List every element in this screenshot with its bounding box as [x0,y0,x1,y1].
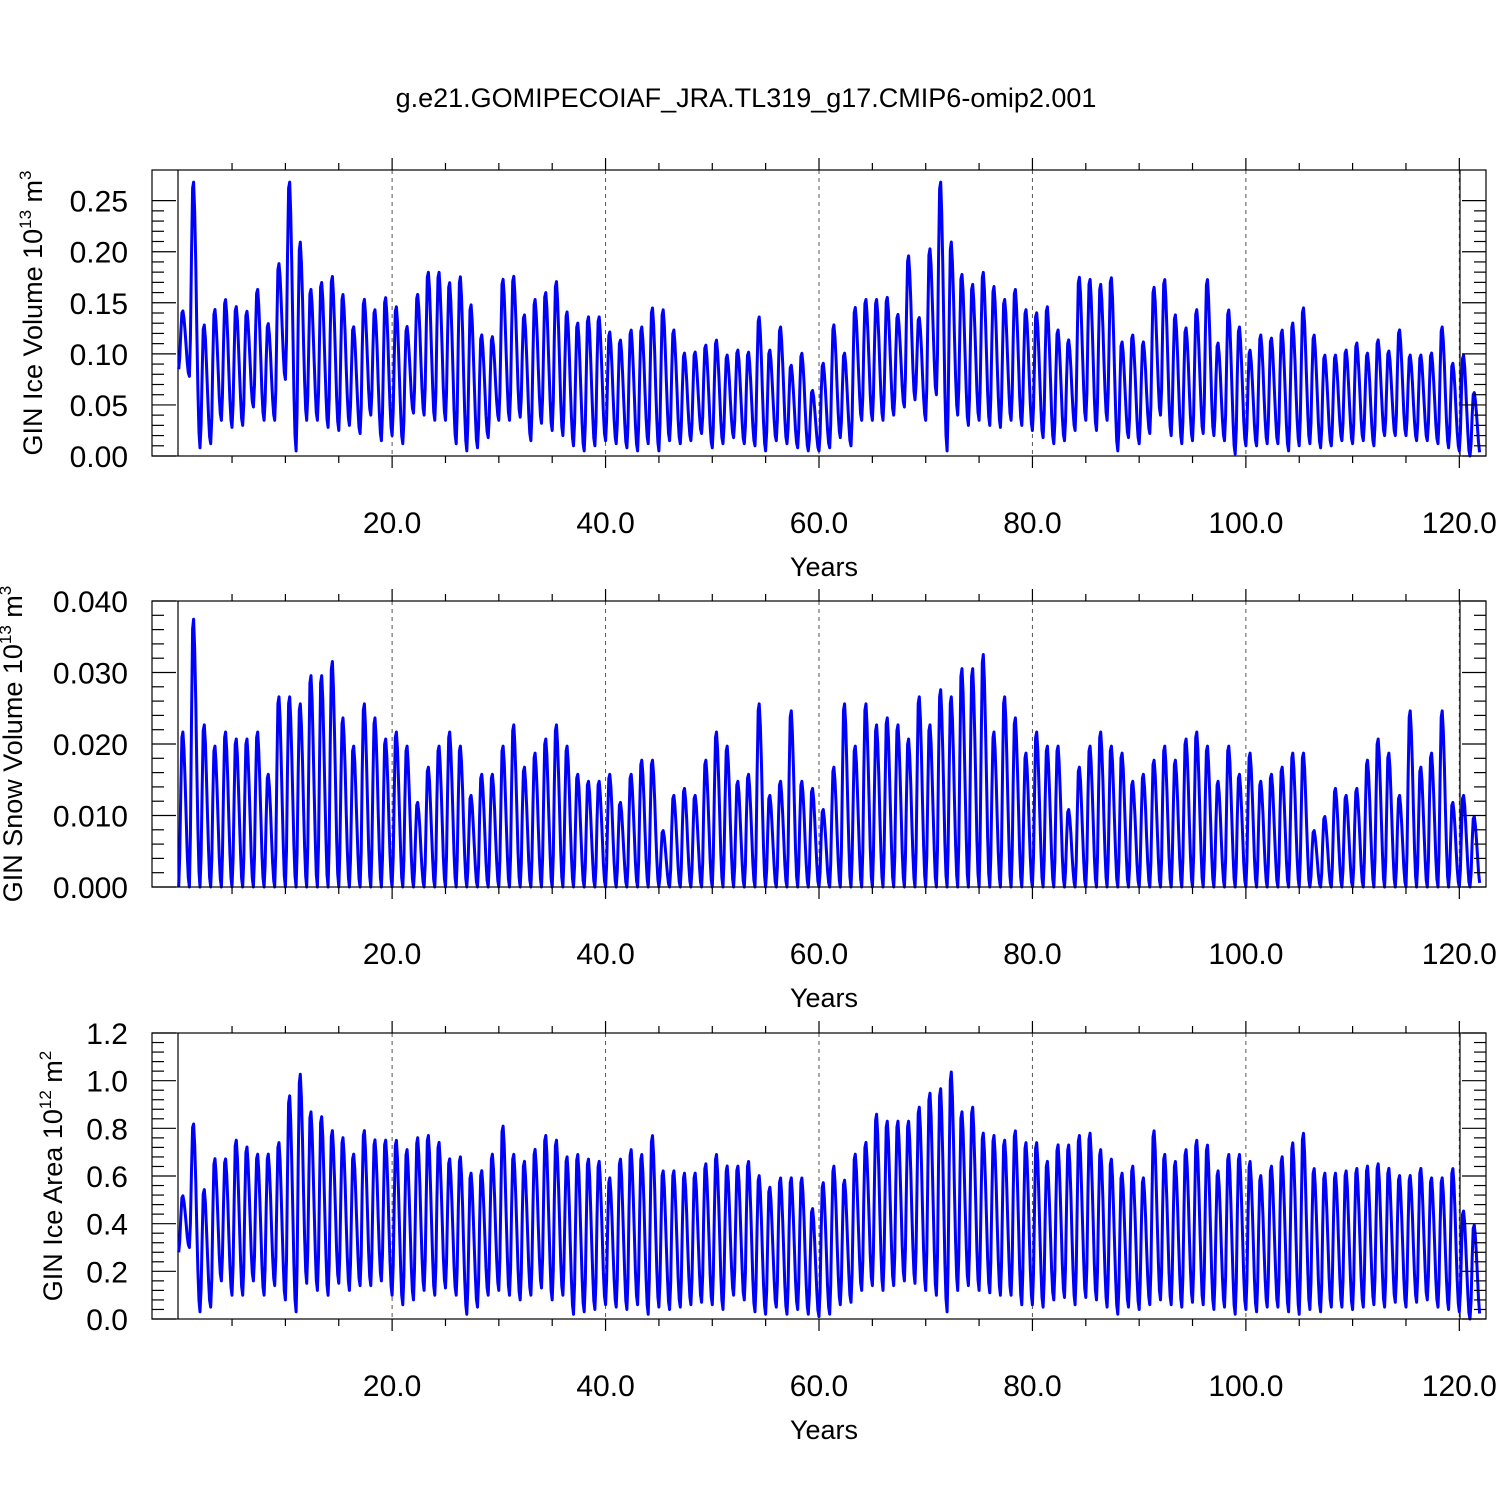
x-tick-label: 20.0 [363,938,421,971]
y-tick-label: 0.15 [70,288,128,321]
y-tick-label: 0.25 [70,186,128,219]
y-tick-label: 0.000 [53,872,128,905]
y-tick-label: 0.010 [53,801,128,834]
y-tick-label: 0.020 [53,729,128,762]
x-axis-title: Years [790,552,858,582]
panels-container: 20.0 40.0 60.0 80.0 100.0 120.0 0.00 0.05 0.10 0.… [0,158,1497,1445]
x-tick-label: 100.0 [1208,1370,1283,1403]
y-tick-label: 0.05 [70,390,128,423]
x-axis-title: Years [790,1415,858,1445]
x-tick-label: 80.0 [1003,507,1061,540]
x-tick-label: 120.0 [1422,938,1497,971]
y-tick-label: 0.10 [70,339,128,372]
y-axis-title: GIN Ice Area 1012 m2 [36,1051,68,1302]
x-tick-label: 100.0 [1208,938,1283,971]
x-tick-label: 120.0 [1422,507,1497,540]
y-axis-title: GIN Snow Volume 1013 m3 [0,586,28,903]
ice-volume-panel: 20.0 40.0 60.0 80.0 100.0 120.0 0.00 0.05 0.10 0.… [16,158,1497,582]
x-tick-label: 80.0 [1003,938,1061,971]
x-tick-label: 60.0 [790,1370,848,1403]
x-tick-label: 120.0 [1422,1370,1497,1403]
x-axis-title: Years [790,983,858,1013]
y-tick-label: 0.2 [86,1256,128,1289]
figure-title: g.e21.GOMIPECOIAF_JRA.TL319_g17.CMIP6-om… [396,83,1097,113]
x-tick-label: 60.0 [790,507,848,540]
ice-volume-series-line [177,180,1482,458]
x-tick-label: 40.0 [576,507,634,540]
y-tick-label: 0.040 [53,586,128,619]
x-tick-label: 60.0 [790,938,848,971]
y-axis-title: GIN Ice Volume 1013 m3 [16,170,48,455]
snow-volume-series-line [177,617,1482,889]
ice-area-panel: 20.0 40.0 60.0 80.0 100.0 120.0 0.0 0.2 0.4 0.6 0.… [36,1018,1497,1445]
y-tick-label: 0.00 [70,441,128,474]
y-tick-label: 1.2 [86,1018,128,1051]
y-tick-label: 0.4 [86,1209,128,1242]
y-tick-label: 0.0 [86,1304,128,1337]
ice-area-series-line [177,1070,1482,1321]
y-tick-label: 0.030 [53,658,128,691]
x-tick-label: 20.0 [363,507,421,540]
y-tick-label: 0.8 [86,1113,128,1146]
x-tick-label: 100.0 [1208,507,1283,540]
y-tick-label: 0.6 [86,1161,128,1194]
x-tick-label: 40.0 [576,1370,634,1403]
x-tick-label: 80.0 [1003,1370,1061,1403]
x-tick-label: 20.0 [363,1370,421,1403]
y-tick-label: 0.20 [70,237,128,270]
snow-volume-panel: 20.0 40.0 60.0 80.0 100.0 120.0 0.000 0.010 0.02… [0,586,1497,1013]
x-tick-label: 40.0 [576,938,634,971]
y-tick-label: 1.0 [86,1066,128,1099]
